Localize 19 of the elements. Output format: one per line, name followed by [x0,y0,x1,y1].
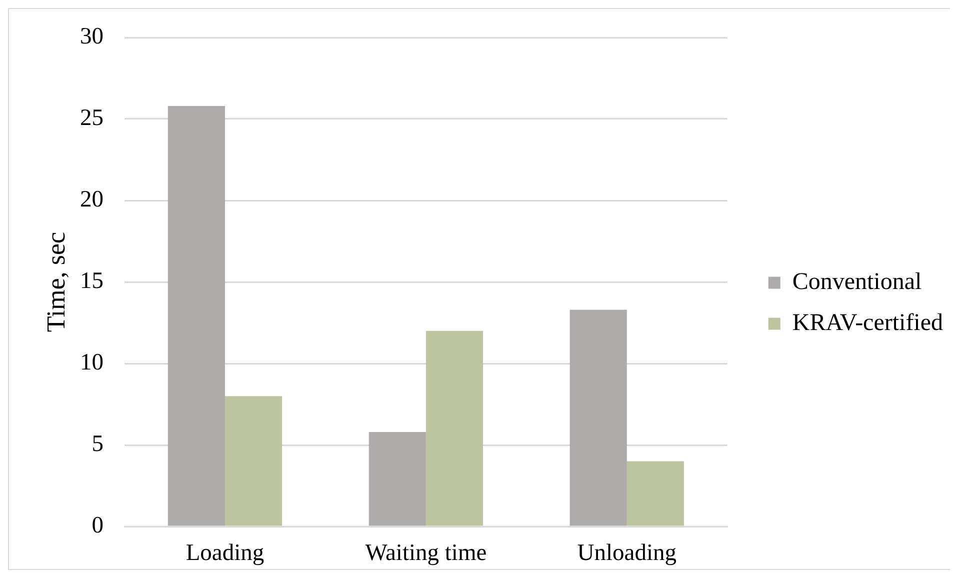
y-tick-label: 30 [80,24,104,50]
x-tick-label: Loading [186,540,264,566]
y-tick-label: 10 [80,350,104,376]
y-tick-label: 15 [80,268,104,294]
legend-label: Conventional [792,269,922,296]
bar [368,432,426,526]
y-tick-label: 0 [92,512,104,539]
x-tick-label: Waiting time [365,540,487,566]
bar [426,330,483,526]
y-axis-title: Time, sec [41,232,70,332]
bar [224,396,282,526]
legend-label: KRAV-certified [792,310,944,336]
bar [570,310,627,526]
y-tick-label: 25 [80,105,104,132]
x-tick-label: Unloading [577,540,677,566]
bar [626,461,684,526]
y-tick-label: 5 [92,431,104,458]
y-tick-label: 20 [80,186,104,213]
bar [168,106,225,526]
